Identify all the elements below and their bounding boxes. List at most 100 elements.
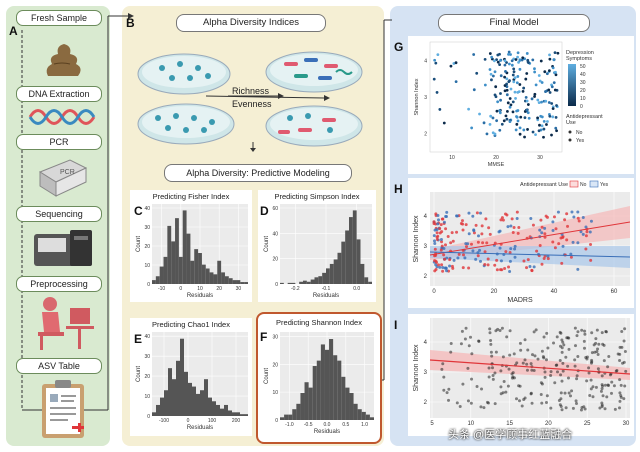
scatter-point xyxy=(530,401,534,405)
scatter-point xyxy=(527,116,531,120)
scatter-point xyxy=(544,400,548,404)
scatter-point xyxy=(600,331,604,335)
scatter-point xyxy=(522,86,526,90)
panel-c-card: Predicting Fisher Index 0 10 20 30 40 -10 0 10 2… xyxy=(130,190,252,302)
x-tick-label: 0.0 xyxy=(353,286,360,292)
x-tick-label: 20 xyxy=(545,421,552,427)
panel-e-histogram: 0 10 20 30 40 -100 0 100 200 Residuals Count xyxy=(136,332,248,431)
x-tick-label: 0.5 xyxy=(342,422,349,428)
scatter-point xyxy=(576,354,580,358)
scatter-point xyxy=(538,123,541,127)
y-axis-label: Shannon Index xyxy=(414,78,420,115)
histogram-bar xyxy=(220,408,224,416)
scatter-point xyxy=(510,59,514,63)
histogram-bar xyxy=(182,210,187,284)
scatter-point xyxy=(490,354,494,358)
scatter-point xyxy=(576,330,580,334)
scatter-point xyxy=(521,361,525,365)
scatter-point xyxy=(526,58,530,62)
scatter-point xyxy=(538,228,542,232)
scatter-point xyxy=(489,72,493,76)
scatter-point xyxy=(561,340,565,344)
x-axis-label: MMSE xyxy=(488,162,505,168)
histogram-bar xyxy=(160,397,164,416)
scatter-point xyxy=(533,70,537,74)
scatter-point xyxy=(493,132,497,136)
scatter-point xyxy=(570,210,574,214)
scatter-point xyxy=(489,114,493,118)
scatter-point xyxy=(499,98,502,102)
step-pcr: PCR xyxy=(16,134,102,150)
scatter-point xyxy=(559,391,563,395)
histogram-bar xyxy=(310,279,315,284)
scatter-point xyxy=(542,356,546,360)
scatter-point xyxy=(508,105,512,109)
scatter-point xyxy=(467,344,471,348)
histogram-bar xyxy=(201,264,206,284)
panel-d-histogram: 0 20 40 60 -0.2 -0.1 0.0 Residuals Count xyxy=(264,204,372,299)
scatter-point xyxy=(438,108,442,111)
histogram-bar xyxy=(320,344,325,420)
histogram-bar xyxy=(306,281,311,284)
scatter-point xyxy=(623,384,627,388)
scatter-point xyxy=(504,250,508,254)
scatter-point xyxy=(543,232,547,236)
scatter-point xyxy=(564,355,568,359)
scatter-point xyxy=(525,368,529,372)
scatter-point xyxy=(506,109,509,113)
scatter-point xyxy=(510,217,514,221)
scatter-point xyxy=(539,381,543,385)
y-axis-label: Count xyxy=(264,368,270,384)
histogram-bar xyxy=(213,274,218,284)
scatter-point xyxy=(514,397,518,401)
scatter-point xyxy=(461,266,465,270)
no-trend-line xyxy=(429,221,631,256)
scatter-point xyxy=(540,262,544,266)
scatter-point xyxy=(491,374,495,378)
scatter-point xyxy=(455,230,459,234)
scatter-point xyxy=(555,104,558,107)
scatter-point xyxy=(575,374,579,378)
scatter-point xyxy=(448,258,452,262)
histogram-bar xyxy=(163,256,168,284)
x-axis-label: MADRS xyxy=(507,297,533,304)
histogram-bar xyxy=(356,239,361,284)
scatter-point xyxy=(542,257,546,261)
scatter-point xyxy=(513,76,517,80)
scatter-point xyxy=(435,91,439,94)
scatter-point xyxy=(618,406,622,410)
clipboard-icon xyxy=(42,380,84,438)
scatter-point xyxy=(512,57,516,61)
histogram-bar xyxy=(208,397,212,416)
histogram-bar xyxy=(364,277,369,284)
scatter-point xyxy=(550,85,554,89)
pcr-machine-icon: PCR xyxy=(38,159,88,197)
histogram-bar xyxy=(284,414,289,420)
scatter-point xyxy=(561,244,565,248)
scatter-point xyxy=(546,120,549,123)
scatter-point xyxy=(518,132,522,136)
scatter-point xyxy=(503,59,507,63)
histogram-bar xyxy=(236,280,241,284)
scatter-point xyxy=(445,391,449,395)
scatter-point xyxy=(553,381,557,385)
scatter-point xyxy=(601,394,605,398)
scatter-point xyxy=(538,79,542,83)
scatter-point xyxy=(572,215,576,219)
scatter-point xyxy=(604,330,608,334)
scatter-point xyxy=(556,370,560,374)
scatter-point xyxy=(498,109,501,113)
y-tick-label: 2 xyxy=(424,132,427,138)
histogram-bar xyxy=(299,281,303,284)
scatter-point xyxy=(485,241,489,245)
x-tick-label: 100 xyxy=(208,418,217,424)
histogram-bar xyxy=(349,393,354,420)
scatter-point xyxy=(492,59,496,63)
scatter-point xyxy=(530,97,534,101)
scatter-point xyxy=(449,342,453,346)
scatter-point xyxy=(435,238,439,242)
panel-d-title: Predicting Simpson Index xyxy=(274,192,360,201)
scatter-point xyxy=(547,88,551,92)
legend-tick-label: 20 xyxy=(580,88,586,94)
x-tick-label: 30 xyxy=(623,421,630,427)
